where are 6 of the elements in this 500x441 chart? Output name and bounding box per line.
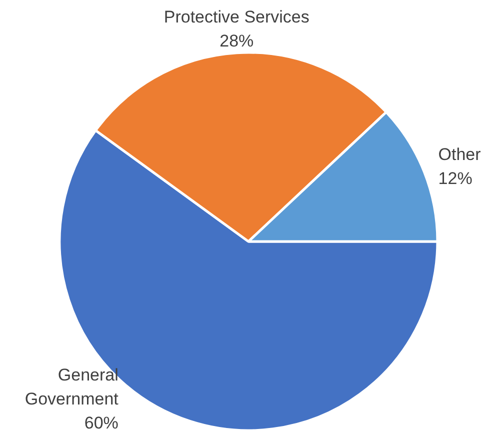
data-label: 28% xyxy=(220,31,254,50)
data-label: 12% xyxy=(438,168,472,188)
slice-label: Other xyxy=(438,144,482,164)
data-label: 60% xyxy=(84,413,118,432)
slice-label: General Government xyxy=(24,365,119,408)
slice-label: Protective Services xyxy=(164,7,310,26)
